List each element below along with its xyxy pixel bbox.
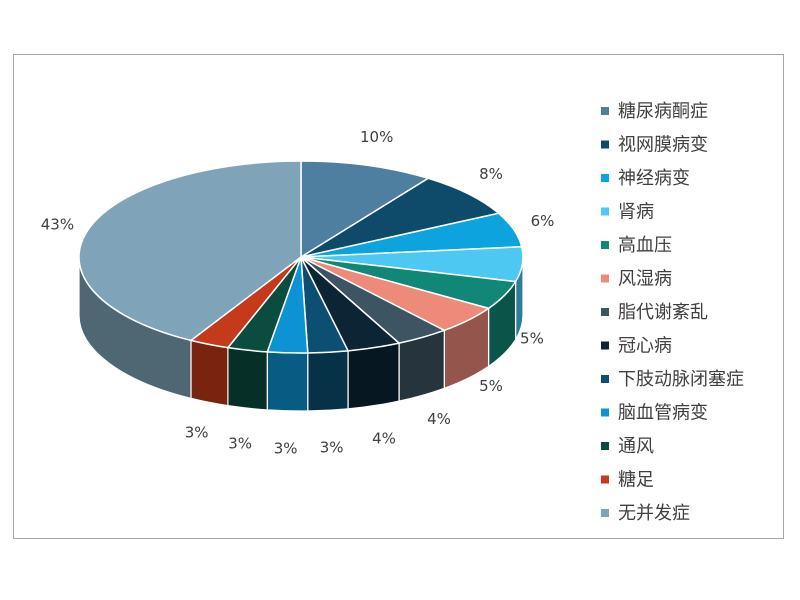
legend-label-6: 风湿病 [618,269,672,290]
legend-label-10: 脑血管病变 [618,403,708,424]
legend-swatch-5 [601,241,609,249]
pie-side-12 [190,339,229,407]
pie-slice-1 [300,160,430,259]
legend-label-4: 肾病 [618,202,654,223]
legend-swatch-8 [601,341,609,350]
pie-chart: 10% 8% 6% 5% 5% 4% 4% 3% 3% 3% 3% 43% 糖尿病酮症视网膜病变神经病… [41,101,744,524]
pie-slices [78,160,524,412]
legend-label-5: 高血压 [618,235,672,256]
percent-label-11: 3% [228,435,252,453]
legend-swatch-3 [601,174,609,182]
percent-label-1: 10% [360,128,393,146]
legend: 糖尿病酮症视网膜病变神经病变肾病高血压风湿病脂代谢紊乱冠心病下肢动脉闭塞症脑血管… [601,101,744,524]
legend-label-11: 通风 [618,436,654,457]
percent-label-6: 5% [479,377,503,395]
percent-label-13: 43% [41,216,74,234]
percent-labels: 10% 8% 6% 5% 5% 4% 4% 3% 3% 3% 3% 43% [41,128,555,458]
chart-frame: 10% 8% 6% 5% 5% 4% 4% 3% 3% 3% 3% 43% 糖尿病酮症视网膜病变神经病… [13,54,784,539]
pie-side-11 [227,346,268,411]
pie-side-8 [347,342,400,410]
percent-label-3: 6% [531,212,555,230]
pie-side-10 [266,351,309,412]
pie-side-9 [307,350,349,412]
pie-slice-2 [300,177,501,258]
percent-label-9: 3% [320,439,344,457]
pie-slice-13 [78,160,302,342]
legend-label-2: 视网膜病变 [618,135,708,156]
percent-label-12: 3% [185,423,209,441]
legend-label-7: 脂代谢紊乱 [618,302,708,323]
legend-swatch-2 [601,140,609,149]
legend-swatch-6 [601,274,609,283]
legend-label-9: 下肢动脉闭塞症 [618,369,744,390]
legend-swatch-1 [601,107,609,115]
legend-label-8: 冠心病 [618,336,672,357]
legend-swatch-10 [601,408,609,417]
legend-swatch-9 [601,375,609,383]
percent-label-10: 3% [274,440,298,458]
legend-label-1: 糖尿病酮症 [618,101,708,122]
percent-label-2: 8% [479,165,503,183]
legend-swatch-7 [601,308,609,316]
legend-swatch-4 [601,207,609,216]
legend-swatch-11 [601,442,609,450]
percent-label-8: 4% [372,430,396,448]
legend-label-12: 糖足 [618,470,654,491]
legend-swatch-12 [601,475,609,484]
legend-label-3: 神经病变 [618,168,690,189]
legend-swatch-13 [601,509,609,517]
percent-label-5: 5% [520,330,544,348]
percent-label-7: 4% [427,410,451,428]
legend-label-13: 无并发症 [618,503,690,524]
